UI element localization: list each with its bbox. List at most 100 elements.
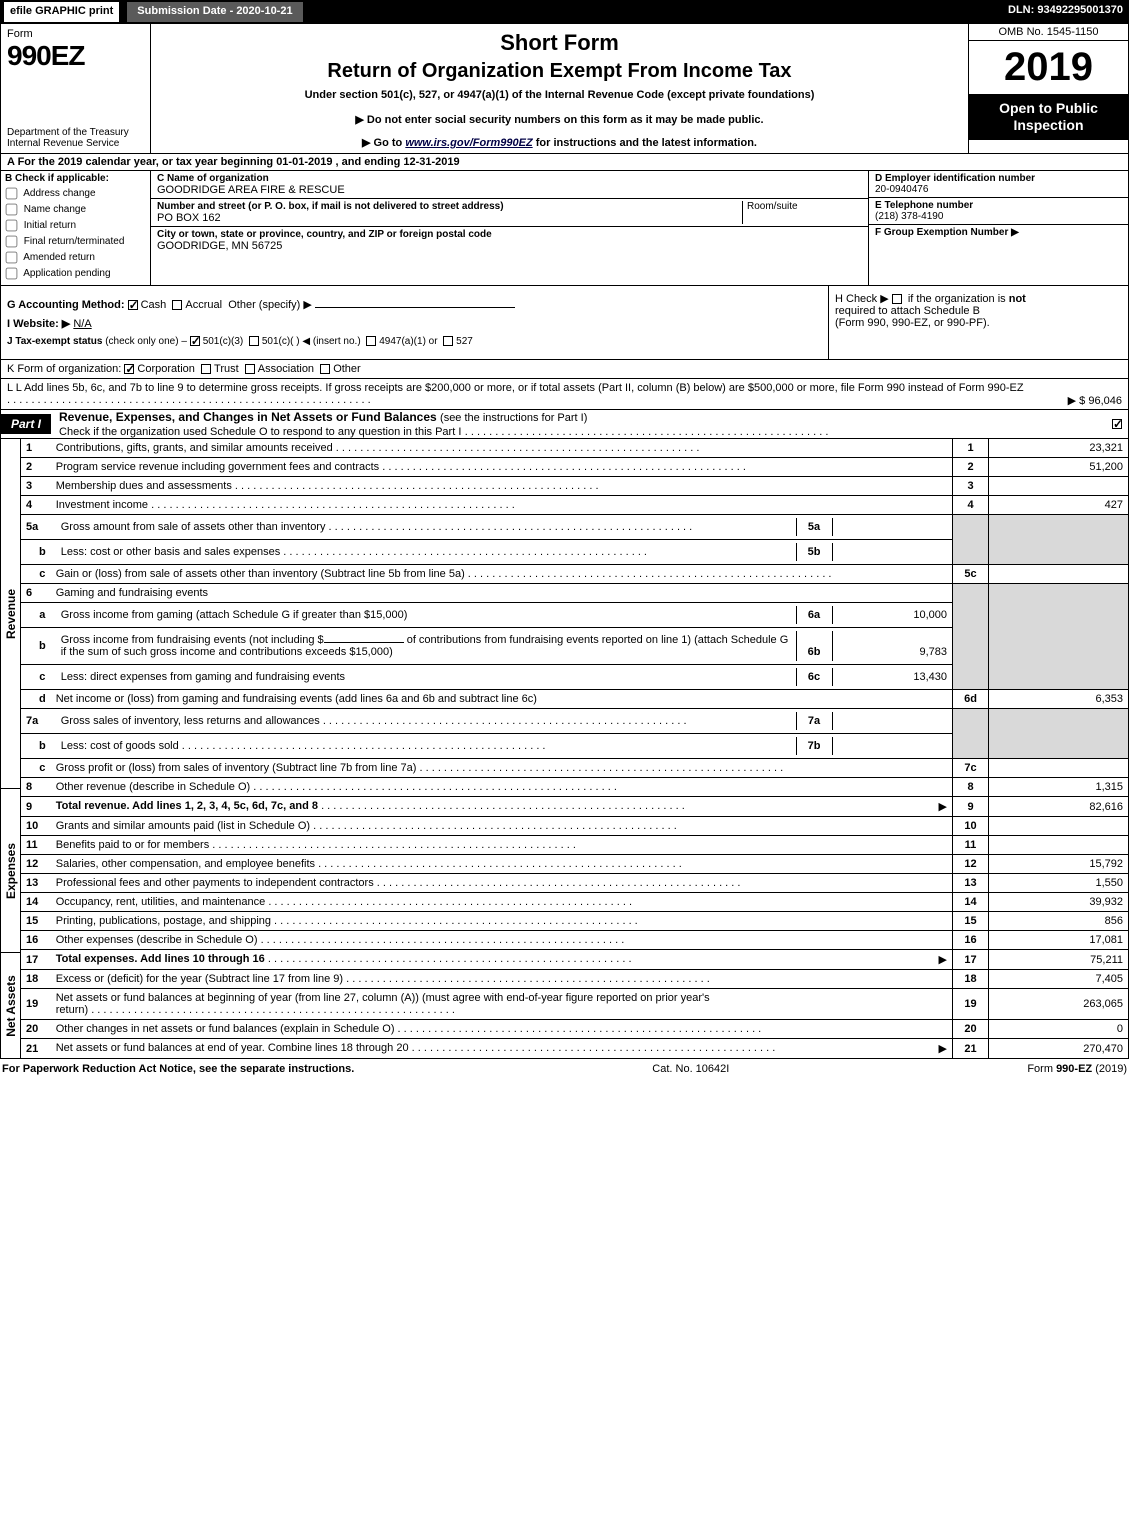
line-7c: c Gross profit or (loss) from sales of i… xyxy=(21,759,1129,778)
chk-4947[interactable] xyxy=(366,336,376,346)
open-to-public: Open to Public Inspection xyxy=(969,94,1128,140)
line-6b-amt: 9,783 xyxy=(832,631,952,661)
line-5a-amt xyxy=(832,518,952,536)
side-label-net-assets: Net Assets xyxy=(4,975,18,1037)
line-16-amt: 17,081 xyxy=(989,931,1129,950)
line-7b-amt xyxy=(832,737,952,755)
side-label-revenue: Revenue xyxy=(4,589,18,639)
top-bar: efile GRAPHIC print Submission Date - 20… xyxy=(0,0,1129,24)
line-18-amt: 7,405 xyxy=(989,970,1129,989)
line-11: 11Benefits paid to or for members11 xyxy=(21,836,1129,855)
chk-initial-return[interactable]: Initial return xyxy=(5,219,146,232)
j-tax-exempt: J Tax-exempt status (check only one) – 5… xyxy=(7,336,822,347)
col-gij: G Accounting Method: Cash Accrual Other … xyxy=(1,286,828,359)
chk-cash[interactable] xyxy=(128,300,138,310)
line-6a-amt: 10,000 xyxy=(832,606,952,624)
line-14-amt: 39,932 xyxy=(989,893,1129,912)
header-right: OMB No. 1545-1150 2019 Open to Public In… xyxy=(968,24,1128,153)
chk-application-pending[interactable]: Application pending xyxy=(5,267,146,280)
d-ein: D Employer identification number 20-0940… xyxy=(869,171,1128,198)
chk-name-change[interactable]: Name change xyxy=(5,203,146,216)
col-def: D Employer identification number 20-0940… xyxy=(868,171,1128,285)
page-footer: For Paperwork Reduction Act Notice, see … xyxy=(0,1059,1129,1075)
line-2-amt: 51,200 xyxy=(989,458,1129,477)
dept-treasury: Department of the Treasury Internal Reve… xyxy=(7,127,144,149)
line-5c: c Gain or (loss) from sale of assets oth… xyxy=(21,565,1129,584)
line-2: 2 Program service revenue including gove… xyxy=(21,458,1129,477)
chk-527[interactable] xyxy=(443,336,453,346)
form-header: Form 990EZ Department of the Treasury In… xyxy=(0,24,1129,154)
line-18: 18Excess or (deficit) for the year (Subt… xyxy=(21,970,1129,989)
line-4-amt: 427 xyxy=(989,496,1129,515)
chk-corporation[interactable] xyxy=(124,364,134,374)
line-5a: 5a Gross amount from sale of assets othe… xyxy=(21,515,1129,540)
chk-address-change[interactable]: Address change xyxy=(5,187,146,200)
line-1: 1 Contributions, gifts, grants, and simi… xyxy=(21,439,1129,458)
block-ghij: G Accounting Method: Cash Accrual Other … xyxy=(0,286,1129,360)
row-a-tax-year: A For the 2019 calendar year, or tax yea… xyxy=(0,154,1129,171)
c-addr: PO BOX 162 xyxy=(157,212,742,224)
c-addr-label: Number and street (or P. O. box, if mail… xyxy=(157,201,742,212)
line-7c-amt xyxy=(989,759,1129,778)
chk-h[interactable] xyxy=(892,294,902,304)
line-9: 9 Total revenue. Add lines 1, 2, 3, 4, 5… xyxy=(21,797,1129,817)
line-1-amt: 23,321 xyxy=(989,439,1129,458)
line-17-amt: 75,211 xyxy=(989,950,1129,970)
submission-date-button[interactable]: Submission Date - 2020-10-21 xyxy=(126,1,303,23)
line-6c-amt: 13,430 xyxy=(832,668,952,686)
row-l: L L Add lines 5b, 6c, and 7b to line 9 t… xyxy=(0,379,1129,410)
chk-501c3[interactable] xyxy=(190,336,200,346)
form-word: Form xyxy=(7,28,144,40)
efile-print-button[interactable]: efile GRAPHIC print xyxy=(3,1,120,23)
b-title: B Check if applicable: xyxy=(5,173,146,184)
title-return: Return of Organization Exempt From Incom… xyxy=(159,60,960,83)
line-21-amt: 270,470 xyxy=(989,1039,1129,1059)
chk-schedule-o[interactable] xyxy=(1112,419,1122,429)
goto-line: ▶ Go to www.irs.gov/Form990EZ for instru… xyxy=(159,136,960,149)
line-19: 19Net assets or fund balances at beginni… xyxy=(21,989,1129,1020)
chk-trust[interactable] xyxy=(201,364,211,374)
chk-other-org[interactable] xyxy=(320,364,330,374)
line-19-amt: 263,065 xyxy=(989,989,1129,1020)
omb-number: OMB No. 1545-1150 xyxy=(969,24,1128,41)
line-12-amt: 15,792 xyxy=(989,855,1129,874)
part-i-note: (see the instructions for Part I) xyxy=(440,412,587,424)
block-bcdef: B Check if applicable: Address change Na… xyxy=(0,171,1129,286)
line-12: 12Salaries, other compensation, and empl… xyxy=(21,855,1129,874)
header-center: Short Form Return of Organization Exempt… xyxy=(151,24,968,153)
line-5b-amt xyxy=(832,543,952,561)
f-group-exemption: F Group Exemption Number ▶ xyxy=(869,225,1128,240)
line-8: 8 Other revenue (describe in Schedule O)… xyxy=(21,778,1129,797)
chk-amended-return[interactable]: Amended return xyxy=(5,251,146,264)
c-city-label: City or town, state or province, country… xyxy=(157,229,862,240)
g-other-input[interactable] xyxy=(315,307,515,308)
footer-paperwork: For Paperwork Reduction Act Notice, see … xyxy=(2,1063,354,1075)
line-4: 4 Investment income 4 427 xyxy=(21,496,1129,515)
footer-cat-no: Cat. No. 10642I xyxy=(354,1063,1027,1075)
line-7a: 7a Gross sales of inventory, less return… xyxy=(21,709,1129,734)
line-6d: d Net income or (loss) from gaming and f… xyxy=(21,690,1129,709)
irs-label: Internal Revenue Service xyxy=(7,138,119,149)
chk-accrual[interactable] xyxy=(172,300,182,310)
irs-link[interactable]: www.irs.gov/Form990EZ xyxy=(405,137,532,149)
c-org-name: GOODRIDGE AREA FIRE & RESCUE xyxy=(157,184,862,196)
line-13: 13Professional fees and other payments t… xyxy=(21,874,1129,893)
line-10-amt xyxy=(989,817,1129,836)
line-6d-amt: 6,353 xyxy=(989,690,1129,709)
line-20: 20Other changes in net assets or fund ba… xyxy=(21,1020,1129,1039)
chk-final-return[interactable]: Final return/terminated xyxy=(5,235,146,248)
no-ssn-note: ▶ Do not enter social security numbers o… xyxy=(159,113,960,126)
form-number: 990EZ xyxy=(7,40,144,72)
line-6: 6 Gaming and fundraising events xyxy=(21,584,1129,603)
dln-label: DLN: 93492295001370 xyxy=(1002,0,1129,24)
col-c-org-info: C Name of organization GOODRIDGE AREA FI… xyxy=(151,171,868,285)
chk-association[interactable] xyxy=(245,364,255,374)
line-16: 16Other expenses (describe in Schedule O… xyxy=(21,931,1129,950)
line-13-amt: 1,550 xyxy=(989,874,1129,893)
line-3: 3 Membership dues and assessments 3 xyxy=(21,477,1129,496)
line-15: 15Printing, publications, postage, and s… xyxy=(21,912,1129,931)
col-b-checkboxes: B Check if applicable: Address change Na… xyxy=(1,171,151,285)
part-i-header: Part I Revenue, Expenses, and Changes in… xyxy=(0,410,1129,439)
line-14: 14Occupancy, rent, utilities, and mainte… xyxy=(21,893,1129,912)
chk-501c[interactable] xyxy=(249,336,259,346)
